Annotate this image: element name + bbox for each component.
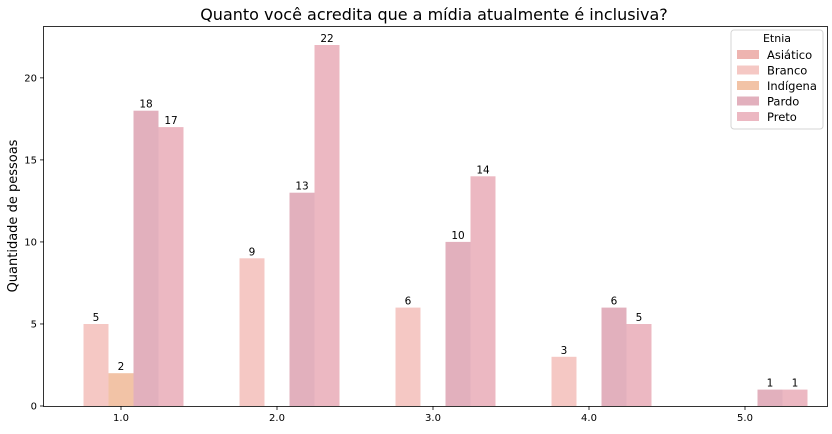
legend-label-preto: Preto [767, 110, 797, 124]
bar-branco-2.0 [239, 258, 265, 406]
legend-label-indígena: Indígena [767, 79, 817, 93]
legend-title: Etnia [763, 32, 791, 45]
bar-value-label: 13 [295, 181, 308, 193]
legend-label-asiático: Asiático [767, 48, 812, 62]
bars [83, 45, 808, 406]
bar-value-label: 22 [320, 33, 333, 45]
bar-branco-4.0 [551, 356, 577, 406]
plot-frame [43, 26, 828, 407]
bar-pardo-5.0 [757, 389, 783, 406]
bar-branco-1.0 [83, 324, 109, 406]
bar-preto-2.0 [314, 45, 340, 406]
bar-pardo-3.0 [445, 241, 471, 406]
bar-value-label: 5 [93, 312, 100, 324]
value-labels: 5 9 6 3 2 18 13 10 6 1 17 22 14 5 1 [93, 33, 799, 390]
bar-pardo-2.0 [289, 192, 315, 406]
bar-value-label: 6 [611, 296, 618, 308]
x-axis: 1.0 2.0 3.0 4.0 5.0 [113, 406, 753, 424]
y-tick-label: 15 [24, 155, 37, 166]
bar-value-label: 5 [636, 312, 643, 324]
legend-swatch-indígena [737, 81, 759, 90]
y-axis: 0 5 10 15 20 [24, 73, 44, 413]
bar-value-label: 17 [164, 115, 177, 127]
y-tick-label: 0 [31, 402, 37, 413]
bar-branco-3.0 [395, 307, 421, 406]
y-axis-label: Quantidade de pessoas [6, 139, 21, 292]
bar-preto-5.0 [782, 389, 808, 406]
legend-swatch-pardo [737, 96, 759, 106]
x-tick-label: 4.0 [581, 413, 597, 424]
y-tick-label: 5 [31, 319, 37, 330]
bar-pardo-1.0 [133, 110, 159, 406]
bar-value-label: 3 [561, 345, 568, 357]
legend-label-branco: Branco [767, 64, 807, 78]
x-tick-label: 5.0 [737, 413, 753, 424]
bar-value-label: 2 [118, 361, 125, 373]
bar-value-label: 10 [451, 230, 464, 242]
chart-title: Quanto você acredita que a mídia atualme… [200, 5, 668, 24]
bar-value-label: 1 [792, 378, 799, 390]
legend-swatch-preto [737, 112, 759, 121]
bar-value-label: 14 [476, 164, 490, 176]
bar-value-label: 18 [139, 99, 152, 111]
bar-preto-1.0 [158, 127, 184, 406]
y-tick-label: 10 [24, 237, 37, 248]
legend-label-pardo: Pardo [767, 95, 799, 109]
bar-pardo-4.0 [601, 307, 627, 406]
bar-value-label: 9 [249, 246, 256, 258]
bar-value-label: 1 [767, 378, 774, 390]
y-tick-label: 20 [24, 73, 37, 84]
bar-preto-4.0 [626, 324, 652, 406]
legend-swatch-branco [737, 65, 759, 75]
legend-swatch-asiático [737, 50, 759, 59]
bar-value-label: 6 [405, 296, 412, 308]
bar-indígena-1.0 [108, 373, 134, 406]
x-tick-label: 2.0 [269, 413, 285, 424]
x-tick-label: 1.0 [113, 413, 129, 424]
bar-preto-3.0 [470, 176, 496, 406]
x-tick-label: 3.0 [425, 413, 441, 424]
